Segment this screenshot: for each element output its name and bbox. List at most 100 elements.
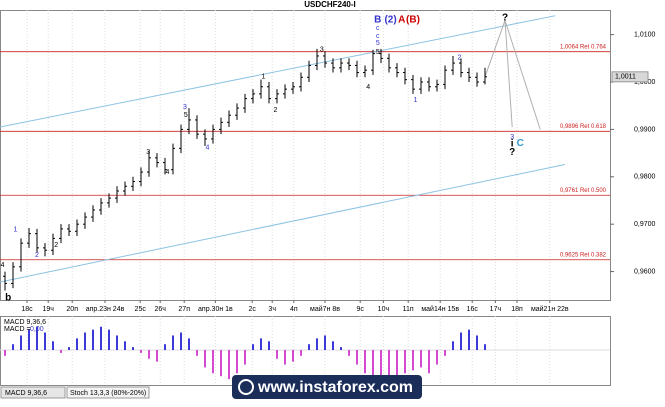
y-tick-label: 0,9600 — [634, 268, 656, 275]
histogram-bar — [292, 350, 294, 362]
x-tick-label: май7н 8в — [310, 305, 340, 313]
histogram-bar — [132, 347, 134, 350]
histogram-bar — [468, 329, 470, 350]
wave-label: C — [517, 138, 524, 149]
wave-label: 2 — [273, 107, 277, 114]
histogram-bar — [244, 350, 246, 365]
wave-label: 1 — [413, 97, 417, 104]
histogram-bar — [484, 344, 486, 350]
wave-label: c — [376, 25, 380, 32]
last-price-label: 1,0011 — [615, 74, 636, 81]
wave-label: 5 — [376, 49, 380, 56]
histogram-bar — [332, 341, 334, 350]
histogram-bar — [212, 350, 214, 374]
wave-label: b — [5, 293, 11, 304]
tab-label[interactable]: MACD 9,36,6 — [5, 390, 47, 397]
x-tick-label: 16с — [467, 306, 479, 313]
x-tick-label: 4п — [290, 306, 298, 313]
histogram-bar — [188, 338, 190, 350]
x-tick-label: 27п — [178, 306, 190, 313]
y-tick-label: 0,9700 — [634, 221, 656, 228]
wave-label: A — [398, 15, 405, 26]
wave-label: i — [511, 139, 514, 150]
grid — [26, 10, 551, 385]
wave-label: 4 — [366, 84, 370, 91]
wave-label: 2 — [35, 252, 39, 259]
wave-label: (2) — [384, 15, 396, 26]
histogram-bar — [436, 350, 438, 365]
level-label: 0,9896 Ret 0.618 — [560, 124, 607, 130]
histogram-bar — [220, 350, 222, 377]
histogram-bar — [100, 326, 102, 350]
wave-label: 5 — [376, 40, 380, 47]
wave-label: 3 — [320, 47, 324, 54]
wave-label: 1 — [13, 227, 17, 234]
level-label: 0,9761 Ret 0.500 — [560, 188, 607, 194]
histogram-bar — [276, 350, 278, 359]
histogram-bar — [308, 344, 310, 350]
x-tick-label: 18с — [21, 306, 33, 313]
histogram-bar — [252, 344, 254, 350]
histogram-bar — [420, 350, 422, 368]
wave-label: 3 — [510, 134, 514, 141]
histogram-bar — [316, 338, 318, 350]
watermark-logo — [238, 379, 254, 395]
wave-label: 4 — [1, 262, 5, 269]
indicator — [0, 326, 610, 380]
histogram-bar — [148, 350, 150, 359]
tab-label[interactable]: Stoch 13,3,3 (80%-20%) — [70, 390, 146, 397]
histogram-bar — [388, 350, 390, 377]
wave-label: 2 — [457, 55, 461, 62]
plot — [0, 15, 610, 291]
histogram-bar — [372, 350, 374, 377]
level-label: 0,9625 Ret 0.382 — [560, 252, 607, 258]
x-tick-label: 26ч — [154, 306, 166, 313]
histogram-bar — [140, 350, 142, 353]
x-tick-label: 2с — [248, 306, 256, 313]
histogram-bar — [76, 338, 78, 350]
histogram-bar — [4, 350, 6, 356]
wave-label: 3 — [183, 104, 187, 111]
histogram-bar — [380, 350, 382, 380]
watermark-box — [232, 375, 422, 399]
x-tick-label: 11п — [403, 306, 414, 313]
histogram-bar — [268, 341, 270, 350]
histogram-bar — [204, 350, 206, 368]
indicator-name: MACD = — [4, 326, 31, 333]
x-tick-label: 18п — [511, 306, 523, 313]
x-tick-label: 19ч — [42, 306, 54, 313]
x-tick-label: 9с — [356, 306, 364, 313]
y-tick-label: 1,0100 — [634, 31, 656, 38]
chart-title: USDCHF240-I — [304, 0, 356, 9]
forecast-line — [504, 20, 513, 128]
histogram-bar — [164, 344, 166, 350]
histogram-bar — [52, 341, 54, 350]
histogram-bar — [124, 341, 126, 350]
histogram-bar — [460, 332, 462, 350]
y-tick-label: 1,0000 — [634, 79, 656, 86]
histogram-bar — [396, 350, 398, 380]
tab[interactable] — [66, 386, 150, 399]
wave-label: 5 — [184, 112, 188, 119]
x-tick-label: апр.30н 1в — [198, 306, 233, 313]
wave-label: 4 — [205, 145, 209, 152]
histogram-bar — [36, 326, 38, 350]
histogram-bar — [28, 329, 30, 350]
y-tick-label: 0,9900 — [634, 126, 656, 133]
histogram-bar — [412, 350, 414, 371]
histogram-bar — [356, 350, 358, 365]
indicator-value: 0,00 — [30, 326, 44, 333]
tab[interactable] — [0, 386, 66, 399]
channel-line — [0, 15, 556, 128]
last-price-box — [611, 71, 649, 83]
x-tick-label: 3ч — [268, 306, 276, 313]
wave-label: (B) — [406, 15, 420, 26]
wave-label: 4 — [165, 169, 169, 176]
histogram-bar — [364, 350, 366, 374]
x-tick-label: май14н 15в — [421, 305, 459, 313]
histogram-bar — [340, 347, 342, 350]
x-tick-label: 25с — [135, 306, 147, 313]
wave-label: ? — [509, 147, 515, 158]
x-tick-label: 20п — [66, 306, 78, 313]
histogram-bar — [476, 335, 478, 350]
